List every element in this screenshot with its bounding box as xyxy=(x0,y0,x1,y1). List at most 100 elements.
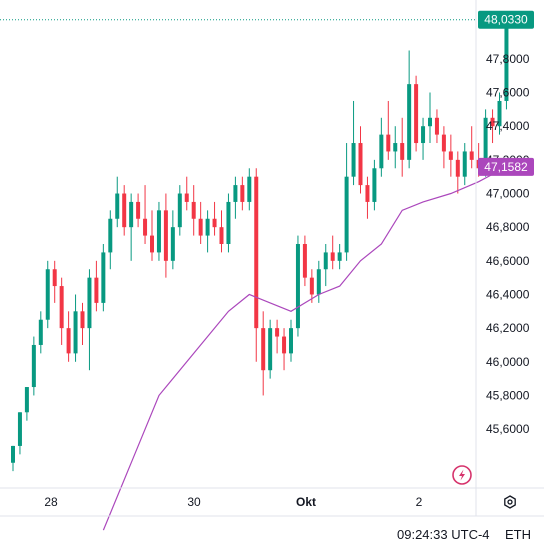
candle xyxy=(240,176,245,211)
candle xyxy=(233,176,238,219)
y-tick-label: 46,4000 xyxy=(486,287,530,301)
candle xyxy=(365,176,370,219)
candle-body xyxy=(448,151,453,160)
candle xyxy=(295,235,300,337)
candle xyxy=(316,260,321,303)
candle-body xyxy=(344,176,349,253)
candle xyxy=(462,143,467,186)
candle-body xyxy=(483,117,488,169)
candle-body xyxy=(414,84,419,144)
candle xyxy=(177,185,182,236)
candle xyxy=(31,336,36,396)
settings-icon[interactable] xyxy=(504,495,516,509)
candle-body xyxy=(407,84,412,160)
candle-body xyxy=(212,218,217,228)
last-price-badge xyxy=(478,10,534,29)
currency-label[interactable]: ETH xyxy=(505,527,531,542)
candle xyxy=(400,117,405,177)
candle-body xyxy=(372,168,377,202)
candle xyxy=(337,244,342,270)
candle-body xyxy=(59,286,64,329)
candle xyxy=(414,75,419,152)
candle-body xyxy=(233,185,238,202)
candle xyxy=(379,117,384,177)
candle xyxy=(52,260,57,303)
candle-body xyxy=(24,387,29,413)
footer-time: 09:24:33 UTC-4 xyxy=(397,527,490,542)
candle xyxy=(226,193,231,253)
candle-body xyxy=(143,218,148,236)
candle-body xyxy=(400,143,405,160)
candle xyxy=(302,235,307,287)
candle xyxy=(344,143,349,261)
candle-body xyxy=(11,445,15,463)
candle xyxy=(184,176,189,211)
y-tick-label: 45,6000 xyxy=(486,422,530,436)
candle xyxy=(87,269,92,371)
candle xyxy=(212,201,217,236)
candle xyxy=(282,328,287,371)
candle xyxy=(372,159,377,211)
candle-body xyxy=(108,218,113,253)
candle-body xyxy=(136,201,141,219)
candle-body xyxy=(289,328,293,354)
candle xyxy=(163,193,168,278)
candle-body xyxy=(17,412,22,446)
candle xyxy=(275,319,280,354)
candle-body xyxy=(226,201,231,244)
moving-average xyxy=(102,166,507,531)
candle-body xyxy=(122,193,127,228)
ma-badge xyxy=(478,157,534,176)
candle-body xyxy=(73,311,78,354)
candle-body xyxy=(87,277,92,329)
candle-body xyxy=(80,311,85,329)
candle xyxy=(73,294,78,362)
candle-body xyxy=(129,201,134,228)
candle xyxy=(17,412,22,455)
candle-body xyxy=(302,244,307,278)
candle xyxy=(504,19,509,110)
candle xyxy=(108,210,113,270)
candle xyxy=(497,92,502,135)
candle xyxy=(129,193,134,261)
candle-body xyxy=(177,193,182,228)
price-labels: 48,0330 47,1582 xyxy=(0,10,534,176)
candle-body xyxy=(170,227,175,261)
last-price-label: 48,0330 xyxy=(484,13,528,27)
candle-body xyxy=(490,117,495,127)
bolt-icon[interactable] xyxy=(452,465,472,485)
candle-body xyxy=(66,328,71,354)
candle-body xyxy=(45,269,50,320)
candle xyxy=(150,210,154,261)
candle-body xyxy=(275,328,280,337)
candle-body xyxy=(379,134,384,169)
candle-body xyxy=(219,227,224,244)
candle xyxy=(351,100,356,186)
candle xyxy=(428,92,432,144)
candle-body xyxy=(434,117,439,135)
candle-body xyxy=(337,252,342,261)
candle-body xyxy=(156,210,161,253)
candle xyxy=(94,260,99,312)
candle xyxy=(24,387,29,421)
candle-body xyxy=(191,201,196,219)
candle xyxy=(434,109,439,144)
timezone-label[interactable]: UTC-4 xyxy=(451,527,490,542)
y-tick-label: 46,8000 xyxy=(486,220,530,234)
candle-body xyxy=(52,269,57,287)
candle xyxy=(330,235,335,270)
ma-line xyxy=(102,166,507,531)
y-tick-label: 47,8000 xyxy=(486,52,530,66)
y-tick-label: 46,6000 xyxy=(486,254,530,268)
candle-body xyxy=(330,252,335,261)
candle-body xyxy=(150,235,154,253)
candle-body xyxy=(184,193,189,202)
y-tick-label: 47,0000 xyxy=(486,187,530,201)
candle-body xyxy=(205,218,210,236)
candle-body xyxy=(31,344,36,388)
candle xyxy=(323,244,328,287)
y-tick-label: 47,4000 xyxy=(486,119,530,133)
x-axis[interactable]: 28 30 Okt 2 xyxy=(44,495,422,509)
candle xyxy=(122,185,127,236)
